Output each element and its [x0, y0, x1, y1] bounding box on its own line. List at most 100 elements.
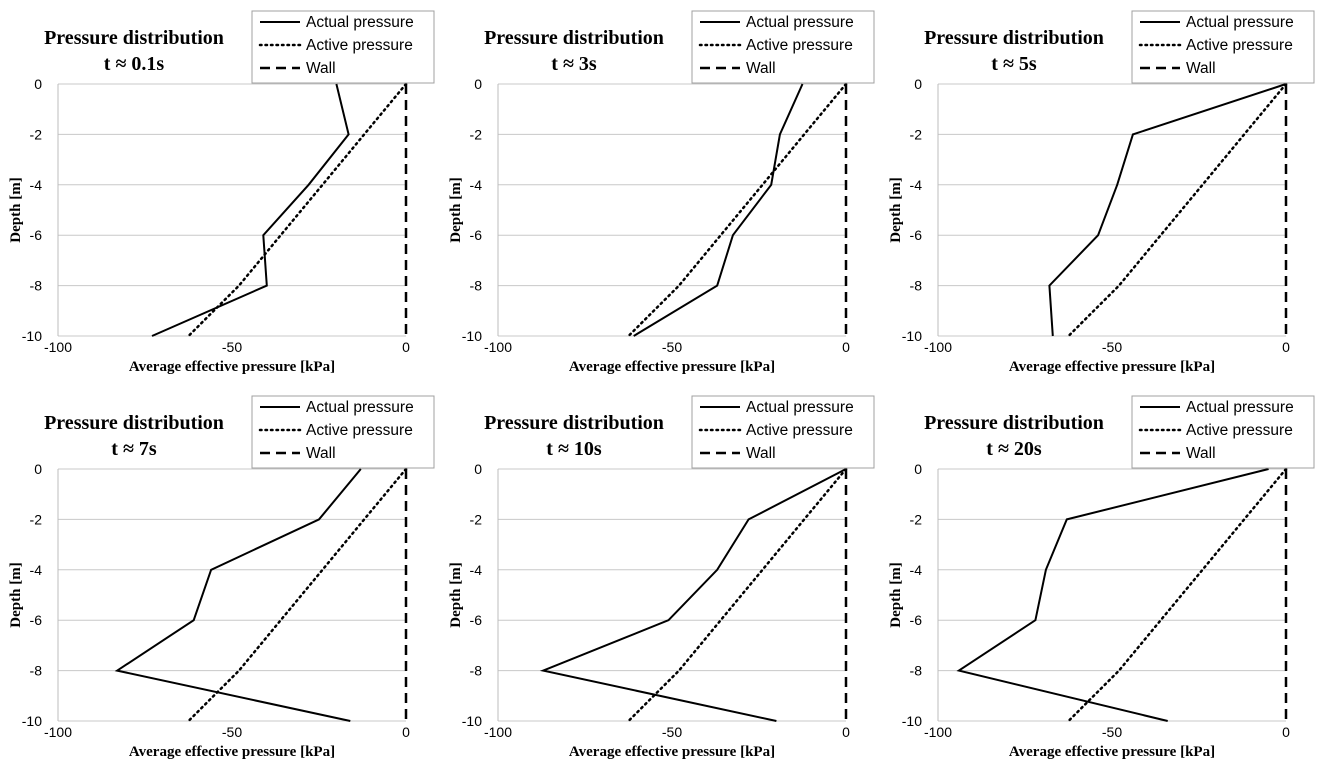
y-tick-label: -4: [30, 562, 43, 578]
chart-panel: 0 -2 -4 -6 -8 -10-100 -50 0 Average effective pr…: [448, 395, 875, 760]
actual-pressure-line: [539, 468, 847, 722]
y-axis-title: Depth [m]: [448, 177, 464, 242]
y-tick-label: -8: [470, 278, 483, 294]
legend-label: Active pressure: [306, 422, 413, 439]
active-pressure-line: [187, 467, 408, 723]
y-axis-title: Depth [m]: [888, 177, 904, 242]
legend-box: [691, 10, 875, 84]
x-tick-label: 0: [842, 339, 850, 355]
x-tick-label: 0: [402, 339, 410, 355]
y-tick-label: -8: [910, 663, 923, 679]
legend-label: Actual pressure: [746, 399, 854, 416]
x-tick-label: 0: [1282, 339, 1290, 355]
y-tick-label: -10: [22, 713, 42, 729]
chart-title: Pressure distribution: [924, 27, 1104, 49]
y-tick-label: -4: [910, 562, 923, 578]
active-pressure-line: [627, 467, 848, 723]
y-tick-label: 0: [474, 461, 482, 477]
y-tick-label: 0: [474, 76, 482, 92]
y-tick-label: -10: [902, 328, 922, 344]
actual-pressure-line: [956, 468, 1269, 722]
y-tick-label: -6: [910, 227, 923, 243]
y-tick-label: 0: [34, 76, 42, 92]
chart-panel: 0 -2 -4 -6 -8 -10-100 -50 0 Average effective pr…: [8, 10, 435, 375]
legend-label: Wall: [1186, 60, 1216, 77]
y-axis-title: Depth [m]: [8, 177, 24, 242]
y-axis-title: Depth [m]: [448, 562, 464, 627]
y-tick-label: -10: [462, 713, 482, 729]
legend-label: Wall: [1186, 445, 1216, 462]
x-tick-label: 0: [842, 724, 850, 740]
x-tick-label: -50: [222, 724, 242, 740]
chart-title: Pressure distribution: [44, 27, 224, 49]
x-axis-title: Average effective pressure [kPa]: [569, 744, 775, 760]
chart-subtitle: t ≈ 10s: [546, 438, 602, 460]
chart-panel: 0 -2 -4 -6 -8 -10-100 -50 0 Average effective pr…: [888, 10, 1315, 375]
x-axis-title: Average effective pressure [kPa]: [129, 359, 335, 375]
y-tick-label: -8: [910, 278, 923, 294]
y-tick-label: -2: [30, 511, 43, 527]
chart-panel: 0 -2 -4 -6 -8 -10-100 -50 0 Average effective pr…: [8, 395, 435, 760]
x-tick-label: -50: [1102, 339, 1122, 355]
chart-subtitle: t ≈ 0.1s: [104, 53, 165, 75]
x-axis-title: Average effective pressure [kPa]: [1009, 744, 1215, 760]
y-tick-label: -6: [30, 612, 43, 628]
y-tick-label: -8: [30, 278, 43, 294]
y-tick-label: -6: [470, 227, 483, 243]
y-tick-label: -2: [910, 511, 923, 527]
y-tick-label: -6: [30, 227, 43, 243]
x-axis-title: Average effective pressure [kPa]: [1009, 359, 1215, 375]
chart-title: Pressure distribution: [924, 412, 1104, 434]
legend-label: Active pressure: [746, 422, 853, 439]
active-pressure-line: [627, 82, 848, 338]
actual-pressure-line: [114, 468, 362, 722]
x-tick-label: -100: [44, 724, 72, 740]
y-tick-label: -4: [470, 562, 483, 578]
active-pressure-line: [187, 82, 408, 338]
active-pressure-line: [1067, 82, 1288, 338]
chart-subtitle: t ≈ 5s: [991, 53, 1037, 75]
y-tick-label: -10: [462, 328, 482, 344]
actual-pressure-line: [633, 83, 804, 337]
x-tick-label: 0: [402, 724, 410, 740]
legend-label: Actual pressure: [746, 14, 854, 31]
legend-label: Actual pressure: [1186, 399, 1294, 416]
chart-title: Pressure distribution: [44, 412, 224, 434]
x-tick-label: -100: [44, 339, 72, 355]
y-tick-label: -2: [470, 126, 483, 142]
legend-label: Actual pressure: [306, 399, 414, 416]
legend-label: Actual pressure: [1186, 14, 1294, 31]
x-tick-label: -50: [1102, 724, 1122, 740]
y-axis-title: Depth [m]: [888, 562, 904, 627]
legend-label: Actual pressure: [306, 14, 414, 31]
active-pressure-line: [1067, 467, 1288, 723]
y-tick-label: 0: [914, 76, 922, 92]
y-axis-title: Depth [m]: [8, 562, 24, 627]
y-tick-label: -8: [30, 663, 43, 679]
chart-subtitle: t ≈ 20s: [986, 438, 1042, 460]
chart-panel: 0 -2 -4 -6 -8 -10-100 -50 0 Average effective pr…: [448, 10, 875, 375]
chart-subtitle: t ≈ 3s: [551, 53, 597, 75]
y-tick-label: -2: [910, 126, 923, 142]
legend-label: Wall: [746, 60, 776, 77]
y-tick-label: 0: [34, 461, 42, 477]
legend-label: Wall: [306, 445, 336, 462]
chart-title: Pressure distribution: [484, 412, 664, 434]
x-axis-title: Average effective pressure [kPa]: [569, 359, 775, 375]
x-tick-label: -100: [484, 724, 512, 740]
y-tick-label: -4: [470, 177, 483, 193]
y-tick-label: -6: [470, 612, 483, 628]
y-tick-label: -2: [470, 511, 483, 527]
y-tick-label: -4: [30, 177, 43, 193]
legend-label: Wall: [306, 60, 336, 77]
x-tick-label: -100: [924, 339, 952, 355]
x-tick-label: -50: [222, 339, 242, 355]
y-tick-label: -4: [910, 177, 923, 193]
y-tick-label: -6: [910, 612, 923, 628]
chart-title: Pressure distribution: [484, 27, 664, 49]
chart-panel: 0 -2 -4 -6 -8 -10-100 -50 0 Average effective pr…: [888, 395, 1315, 760]
legend-label: Active pressure: [1186, 422, 1293, 439]
legend-label: Active pressure: [1186, 37, 1293, 54]
actual-pressure-line: [1048, 83, 1287, 337]
